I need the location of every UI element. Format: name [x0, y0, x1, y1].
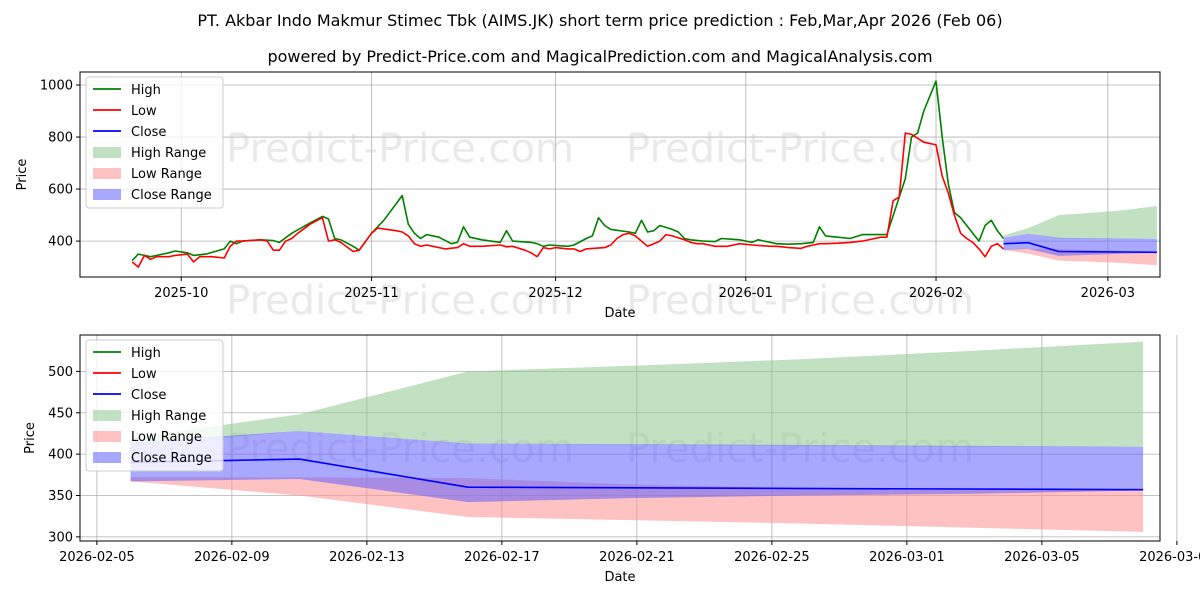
x-tick-label: 2026-03: [1081, 286, 1135, 301]
close-range-band: [1003, 233, 1157, 256]
chart-title: PT. Akbar Indo Makmur Stimec Tbk (AIMS.J…: [197, 11, 1002, 30]
watermark-text: Predict-Price.com: [226, 278, 574, 324]
x-tick-label: 2026-02-13: [329, 550, 405, 565]
x-axis-label: Date: [604, 570, 635, 585]
y-tick-label: 1000: [40, 79, 73, 94]
legend-label: Low: [131, 104, 157, 119]
legend-label: High Range: [131, 146, 206, 161]
axes-frame: [79, 334, 1161, 542]
axes-frame: [79, 71, 1161, 278]
legend-swatch-high-range: [93, 410, 121, 421]
y-axis-label: Price: [15, 159, 30, 191]
legend: High Low Close High Range Low Range Close Ran…: [85, 339, 224, 472]
legend-label: High: [131, 346, 161, 361]
x-tick-label: 2026-01: [719, 286, 773, 301]
legend-label: Low Range: [131, 167, 202, 182]
x-tick-label: 2026-02-05: [59, 550, 135, 565]
legend-label: Low Range: [131, 430, 202, 445]
watermark-text: Predict-Price.com: [626, 126, 974, 172]
y-tick-label: 450: [48, 406, 73, 421]
legend-label: Close: [131, 125, 166, 140]
high-range-band: [1003, 206, 1157, 239]
plot-area: [130, 341, 1144, 532]
y-tick-label: 500: [48, 365, 73, 380]
x-tick-label: 2026-02-09: [194, 550, 270, 565]
legend-label: Close Range: [131, 451, 212, 466]
legend-swatch-close-range: [93, 189, 121, 200]
legend: High Low Close High Range Low Range Close Ran…: [85, 76, 224, 209]
legend-label: Low: [131, 367, 157, 382]
legend-swatch-low-range: [93, 431, 121, 442]
close-series-line: [1003, 241, 1157, 254]
high-series-line: [131, 80, 1005, 262]
legend-label: High Range: [131, 409, 206, 424]
top-panel: Predict-Price.com Predict-Price.com Predic…: [15, 71, 1161, 324]
x-tick-label: 2025-10: [154, 286, 208, 301]
legend-swatch-close-range: [93, 452, 121, 463]
x-tick-label: 2026-03-05: [1004, 550, 1080, 565]
legend-swatch-low-range: [93, 168, 121, 179]
close-range-band: [130, 431, 1144, 503]
y-axis-label: Price: [23, 422, 38, 454]
high-range-band: [130, 341, 1144, 447]
y-tick-label: 350: [48, 489, 73, 504]
y-tick-label: 600: [48, 183, 73, 198]
x-tick-label: 2025-11: [344, 286, 398, 301]
chart-subtitle: powered by Predict-Price.com and Magical…: [267, 47, 932, 66]
y-tick-label: 800: [48, 131, 73, 146]
y-tick-label: 400: [48, 235, 73, 250]
legend-label: High: [131, 83, 161, 98]
x-tick-label: 2026-02-21: [599, 550, 675, 565]
y-tick-label: 300: [48, 530, 73, 545]
legend-swatch-high-range: [93, 147, 121, 158]
low-series-line: [131, 132, 1005, 268]
legend-label: Close: [131, 388, 166, 403]
plot-area: [131, 80, 1157, 268]
watermark-text: Predict-Price.com: [626, 278, 974, 324]
x-axis-label: Date: [604, 306, 635, 321]
x-tick-label: 2026-03-01: [869, 550, 945, 565]
bottom-panel: Predict-Price.comPredict-Price.com2026-0…: [23, 334, 1200, 585]
watermark-text: Predict-Price.com: [226, 126, 574, 172]
legend-label: Close Range: [131, 188, 212, 203]
x-tick-label: 2026-02-25: [734, 550, 810, 565]
y-tick-label: 400: [48, 448, 73, 463]
x-tick-label: 2026-02: [909, 286, 963, 301]
x-tick-label: 2025-12: [528, 286, 582, 301]
x-tick-label: 2026-02-17: [464, 550, 540, 565]
x-tick-label: 2026-03-09: [1139, 550, 1200, 565]
